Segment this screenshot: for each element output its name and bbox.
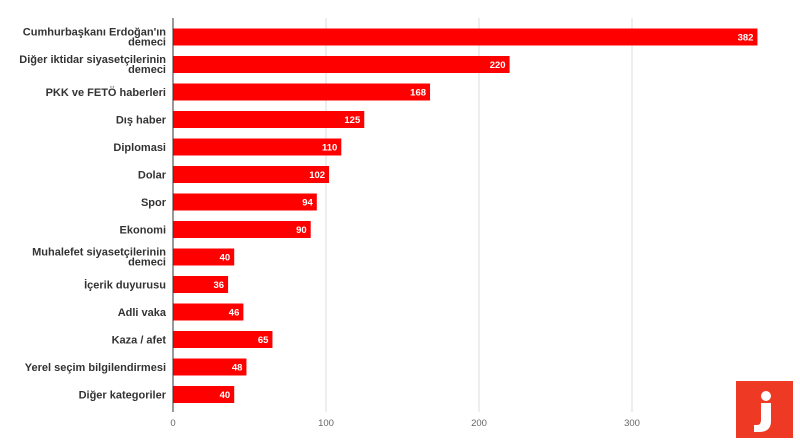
value-labels: 382 220 168 125 110 102 94 90 40 36 46 65 48 40 (214, 33, 754, 402)
bar-value-label: 90 (296, 225, 307, 236)
bar (173, 358, 247, 376)
bar (173, 193, 317, 211)
gridlines (325, 18, 633, 412)
x-tick-label: 0 (170, 418, 175, 429)
category-label: Cumhurbaşkanı Erdoğan'ın demeci (23, 27, 166, 49)
category-label: Yerel seçim bilgilendirmesi (25, 362, 166, 374)
category-label: Spor (141, 197, 167, 209)
category-label: PKK ve FETÖ haberleri (46, 86, 166, 99)
category-label-line: demeci (128, 64, 166, 76)
bar (173, 221, 311, 238)
category-label-line: Diğer iktidar siyasetçilerinin (19, 54, 166, 66)
bars (173, 28, 758, 403)
bar (173, 83, 431, 101)
bar-value-label: 48 (232, 363, 243, 374)
x-tick-label: 200 (471, 418, 487, 429)
category-label: Adli vaka (118, 307, 167, 319)
bar-value-label: 125 (344, 115, 361, 126)
bar-value-label: 382 (738, 33, 754, 44)
category-label: Diplomasi (113, 142, 166, 154)
bar (173, 276, 229, 293)
category-label: Ekonomi (120, 225, 166, 237)
j-logo-icon (754, 391, 771, 432)
x-tick-label: 100 (318, 418, 334, 429)
bar (173, 331, 273, 348)
bar (173, 303, 244, 321)
bar-value-label: 40 (220, 253, 231, 264)
bar (173, 166, 330, 183)
category-label-line: demeci (128, 257, 166, 269)
bar-value-label: 46 (229, 308, 240, 319)
bar (173, 111, 365, 128)
category-label-line: demeci (128, 37, 166, 49)
category-label: İçerik duyurusu (84, 279, 166, 292)
bar-value-label: 102 (309, 170, 325, 181)
bar (173, 248, 235, 266)
bar-value-label: 110 (322, 143, 337, 154)
category-label-line: Cumhurbaşkanı Erdoğan'ın (23, 27, 166, 39)
category-label: Diğer kategoriler (79, 390, 167, 402)
category-label: Muhalefet siyasetçilerinin demeci (32, 247, 166, 269)
bar (173, 56, 510, 73)
bar (173, 28, 758, 46)
bar-value-label: 36 (214, 280, 225, 291)
category-label: Diğer iktidar siyasetçilerinin demeci (19, 54, 166, 76)
category-label: Kaza / afet (112, 335, 167, 347)
bar-value-label: 94 (302, 198, 313, 209)
bar-value-label: 40 (220, 390, 231, 401)
bar-value-label: 220 (490, 60, 506, 71)
brand-logo (736, 381, 793, 438)
bar (173, 386, 235, 403)
category-label: Dış haber (116, 115, 167, 127)
category-label: Dolar (138, 170, 167, 182)
x-axis-tick-labels: 0 100 200 300 (170, 418, 640, 429)
bar-value-label: 168 (410, 88, 426, 99)
bar-value-label: 65 (258, 335, 269, 346)
bar (173, 138, 342, 156)
x-tick-label: 300 (624, 418, 640, 429)
category-label-line: Muhalefet siyasetçilerinin (32, 247, 166, 259)
